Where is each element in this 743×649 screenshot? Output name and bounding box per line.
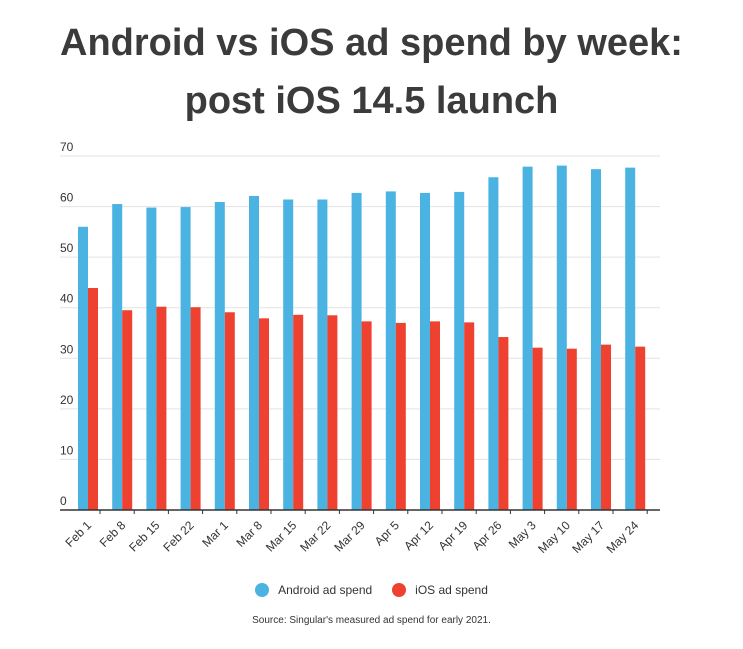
y-tick-label: 10: [60, 443, 74, 457]
bar-ios: [601, 344, 611, 510]
bar-android: [420, 192, 430, 510]
bar-ios: [498, 337, 509, 510]
bar-ios: [395, 322, 406, 510]
legend-dot-android: [255, 583, 270, 597]
bar-ios: [327, 315, 338, 510]
bar-android: [214, 202, 225, 510]
bar-ios: [259, 318, 269, 510]
bar-ios: [361, 321, 372, 510]
bar-android: [522, 166, 533, 510]
x-tick-label: Feb 8: [97, 518, 129, 550]
bar-ios: [122, 310, 133, 510]
bar-android: [556, 165, 567, 510]
x-tick-label: May 10: [535, 518, 573, 556]
legend: Android ad spend iOS ad spend: [0, 583, 743, 597]
x-tick-label: Apr 12: [401, 518, 436, 553]
x-tick-label: Feb 22: [160, 518, 197, 555]
bar-android: [78, 226, 88, 511]
y-tick-label: 70: [60, 140, 74, 154]
bar-android: [283, 199, 294, 510]
y-tick-label: 60: [60, 191, 74, 205]
bar-ios: [566, 348, 577, 510]
x-tick-label: Apr 26: [470, 518, 505, 553]
bars: [78, 165, 646, 511]
bar-ios: [224, 312, 235, 510]
bar-ios: [532, 347, 543, 510]
legend-label-ios: iOS ad spend: [415, 583, 488, 597]
bar-ios: [88, 287, 98, 510]
bar-android: [488, 177, 499, 511]
y-tick-label: 50: [60, 241, 74, 255]
bar-ios: [190, 307, 201, 510]
x-tick-label: Mar 15: [263, 518, 300, 555]
x-tick-label: May 3: [506, 518, 539, 551]
y-tick-label: 0: [60, 494, 67, 508]
x-tick-label: Mar 8: [234, 518, 266, 550]
bar-ios: [293, 314, 304, 510]
bar-android: [146, 207, 157, 510]
source-note: Source: Singular's measured ad spend for…: [252, 615, 491, 626]
y-tick-label: 20: [60, 393, 74, 407]
x-tick-label: Apr 5: [372, 518, 402, 548]
bar-android: [180, 207, 191, 510]
chart-title-line-1: Android vs iOS ad spend by week:: [60, 22, 683, 64]
x-tick-label: Apr 19: [435, 518, 470, 553]
x-tick-label: Mar 1: [199, 518, 231, 550]
bar-ios: [430, 321, 440, 510]
bar-android: [625, 167, 636, 511]
bar-android: [591, 169, 601, 511]
bar-android: [351, 192, 362, 510]
x-tick-label: May 24: [604, 518, 642, 556]
legend-dot-ios: [392, 583, 407, 597]
bar-ios: [156, 306, 167, 510]
x-tick-label: Feb 1: [63, 518, 95, 550]
y-tick-labels: 0 10 20 30 40 50 60 70: [60, 140, 74, 508]
x-tick-label: Mar 22: [297, 518, 334, 555]
legend-item-android[interactable]: Android ad spend: [255, 583, 372, 597]
bar-android: [112, 204, 123, 511]
chart-title-line-2: post iOS 14.5 launch: [184, 80, 559, 122]
y-tick-label: 40: [60, 292, 74, 306]
bar-ios: [635, 346, 646, 510]
x-tick-label: Feb 15: [126, 518, 163, 555]
bar-android: [317, 199, 328, 510]
bar-ios: [464, 322, 475, 510]
bar-android: [385, 191, 396, 510]
x-tick-label: May 17: [569, 518, 607, 556]
bar-android: [454, 191, 465, 511]
bar-android: [249, 195, 259, 511]
y-tick-label: 30: [60, 342, 74, 356]
legend-label-android: Android ad spend: [278, 583, 373, 597]
legend-item-ios[interactable]: iOS ad spend: [392, 583, 488, 597]
x-tick-label: Mar 29: [331, 518, 368, 555]
